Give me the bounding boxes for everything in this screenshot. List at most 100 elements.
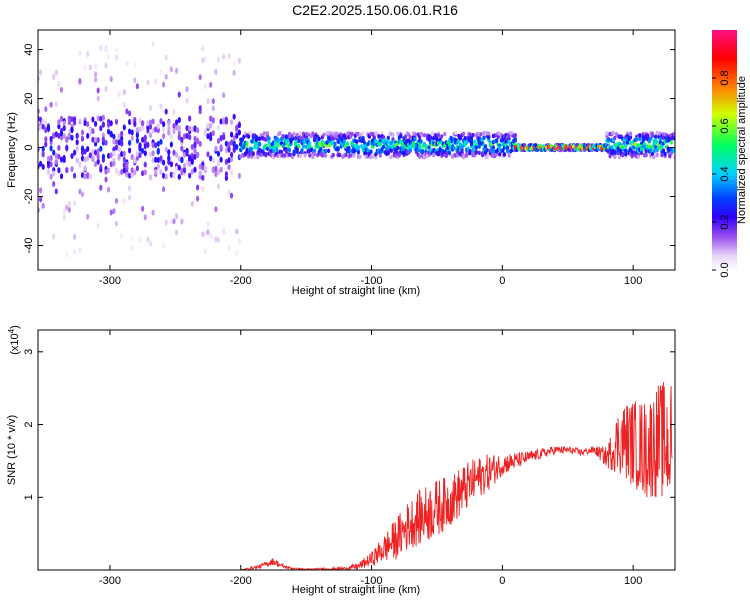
heatmap-cell bbox=[389, 148, 393, 153]
heatmap-cell bbox=[141, 136, 145, 143]
heatmap-cell bbox=[201, 164, 205, 171]
heatmap-cell bbox=[211, 130, 215, 137]
heatmap-cell bbox=[378, 138, 382, 143]
heatmap-cell bbox=[120, 135, 124, 142]
heatmap-cell bbox=[245, 141, 249, 146]
heatmap-cell bbox=[330, 140, 334, 146]
heatmap-cell bbox=[172, 218, 176, 225]
heatmap-cell bbox=[128, 128, 132, 135]
heatmap-cell bbox=[203, 83, 207, 90]
heatmap-cell bbox=[190, 144, 194, 150]
heatmap-cell bbox=[154, 142, 158, 149]
heatmap-cell bbox=[356, 150, 361, 155]
heatmap-cell bbox=[185, 159, 189, 166]
x-tick-label: 0 bbox=[499, 575, 505, 587]
heatmap-cell bbox=[162, 121, 166, 128]
heatmap-cell bbox=[75, 145, 79, 152]
heatmap-cell bbox=[193, 153, 197, 160]
heatmap-cell bbox=[227, 141, 231, 148]
heatmap-cell bbox=[182, 151, 187, 158]
heatmap-cell bbox=[280, 149, 284, 155]
heatmap-cell bbox=[109, 161, 113, 168]
heatmap-cell bbox=[224, 147, 228, 154]
heatmap-cell bbox=[135, 137, 139, 144]
colorbar-tick-label: 0.0 bbox=[719, 262, 731, 277]
heatmap-cell bbox=[104, 62, 108, 69]
heatmap-cell bbox=[148, 105, 153, 112]
heatmap-cell bbox=[397, 152, 401, 158]
heatmap-cell bbox=[107, 128, 111, 135]
heatmap-cell bbox=[462, 131, 466, 136]
heatmap-cell bbox=[96, 95, 100, 102]
heatmap-cell bbox=[52, 181, 56, 187]
heatmap-cell bbox=[151, 118, 155, 125]
heatmap-cell bbox=[611, 130, 615, 136]
heatmap-cell bbox=[148, 151, 153, 158]
heatmap-cell bbox=[209, 155, 213, 162]
heatmap-cell bbox=[78, 188, 82, 195]
heatmap-cell bbox=[41, 145, 45, 152]
heatmap-cell bbox=[167, 119, 171, 126]
heatmap-cell bbox=[628, 135, 633, 140]
heatmap-cell bbox=[120, 151, 124, 157]
heatmap-cell bbox=[156, 148, 160, 155]
heatmap-cell bbox=[148, 119, 153, 126]
heatmap-cell bbox=[101, 121, 105, 128]
heatmap-cell bbox=[209, 122, 213, 129]
heatmap-cell bbox=[248, 130, 252, 136]
heatmap-cell bbox=[169, 66, 173, 73]
heatmap-cell bbox=[222, 92, 226, 99]
y-tick-label: 0 bbox=[23, 144, 35, 150]
heatmap-cell bbox=[86, 146, 90, 152]
heatmap-cell bbox=[88, 127, 92, 134]
heatmap-cell bbox=[125, 171, 129, 178]
heatmap-cell bbox=[284, 149, 288, 154]
heatmap-cell bbox=[141, 147, 145, 154]
heatmap-cell bbox=[164, 54, 168, 61]
heatmap-cell bbox=[256, 154, 260, 160]
heatmap-cell bbox=[59, 130, 64, 137]
heatmap-cell bbox=[209, 115, 213, 122]
heatmap-cell bbox=[471, 147, 475, 153]
heatmap-cell bbox=[196, 127, 200, 134]
heatmap-cell bbox=[91, 155, 95, 162]
heatmap-cell bbox=[59, 134, 64, 141]
heatmap-cell bbox=[107, 167, 111, 174]
heatmap-cell bbox=[49, 161, 53, 168]
heatmap-cell bbox=[633, 141, 637, 146]
heatmap-cell bbox=[94, 149, 98, 156]
heatmap-cell bbox=[154, 169, 158, 175]
heatmap-cell bbox=[57, 123, 61, 130]
snr-frame bbox=[37, 329, 676, 571]
heatmap-cell bbox=[232, 135, 236, 142]
heatmap-cell bbox=[59, 156, 64, 163]
heatmap-cell bbox=[88, 173, 92, 180]
heatmap-cell bbox=[182, 162, 187, 169]
heatmap-cell bbox=[294, 136, 298, 141]
heatmap-cell bbox=[99, 44, 103, 51]
heatmap-cell bbox=[219, 118, 223, 125]
heatmap-cell bbox=[227, 53, 231, 59]
heatmap-cell bbox=[484, 144, 488, 149]
heatmap-cell bbox=[128, 194, 132, 201]
heatmap-cell bbox=[169, 218, 173, 225]
heatmap-cell bbox=[474, 149, 478, 155]
heatmap-cell bbox=[312, 151, 317, 157]
heatmap-cell bbox=[96, 222, 100, 229]
heatmap-cell bbox=[151, 127, 155, 134]
heatmap-cell bbox=[386, 135, 390, 140]
heatmap-cell bbox=[143, 214, 147, 221]
heatmap-cell bbox=[177, 91, 181, 98]
heatmap-cell bbox=[654, 134, 658, 139]
heatmap-cell bbox=[487, 131, 491, 136]
heatmap-cell bbox=[44, 141, 48, 148]
heatmap-cell bbox=[96, 87, 100, 94]
heatmap-cell bbox=[436, 133, 441, 138]
heatmap-cell bbox=[99, 145, 103, 152]
heatmap-cell bbox=[122, 198, 126, 205]
heatmap-cell bbox=[117, 133, 121, 140]
heatmap-cell bbox=[57, 153, 61, 160]
heatmap-cell bbox=[334, 131, 339, 136]
heatmap-cell bbox=[608, 154, 612, 159]
